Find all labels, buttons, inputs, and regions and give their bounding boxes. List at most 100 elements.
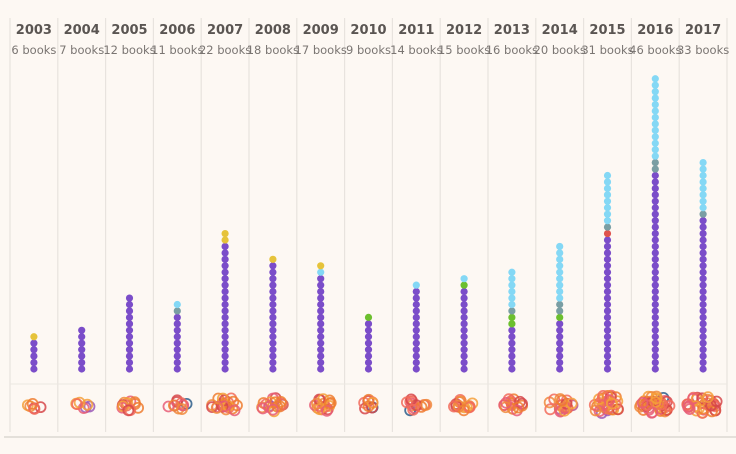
year-label: 2015: [589, 23, 625, 38]
book-ring: [216, 392, 229, 405]
book-dot-purple: [269, 288, 277, 296]
book-dot-purple: [603, 333, 612, 341]
book-ring: [654, 405, 667, 417]
book-dot-purple: [699, 320, 707, 328]
book-dot-purple: [412, 320, 420, 328]
book-count-label: 18 books: [247, 43, 299, 57]
book-dot-lightblue: [508, 288, 516, 296]
book-dot-purple: [556, 358, 564, 367]
book-ring: [400, 396, 413, 409]
book-dot-purple: [699, 255, 707, 263]
book-count-label: 6 books: [11, 43, 56, 57]
book-ring: [176, 403, 188, 416]
book-dot-purple: [364, 320, 373, 328]
book-dot-purple: [317, 275, 325, 283]
book-dot-purple: [173, 320, 181, 328]
book-dot-purple: [603, 275, 612, 283]
book-dot-purple: [317, 365, 325, 373]
year-label: 2013: [494, 23, 530, 38]
book-dot-purple: [460, 358, 468, 367]
book-count-label: 31 books: [581, 43, 633, 57]
book-dot-lightblue: [651, 120, 659, 128]
book-ring: [650, 392, 663, 405]
book-dot-purple: [221, 320, 229, 328]
book-dot-purple: [412, 365, 420, 373]
book-ring: [696, 392, 709, 405]
book-dot-lightblue: [317, 268, 325, 276]
book-dot-lightblue: [603, 171, 612, 180]
book-dot-purple: [651, 184, 659, 192]
book-dot-purple: [651, 275, 659, 283]
book-dot-purple: [603, 326, 612, 334]
book-dot-purple: [269, 326, 277, 334]
book-dot-purple: [556, 320, 564, 328]
book-dot-purple: [460, 307, 468, 315]
year-label: 2017: [685, 23, 721, 38]
book-dot-green: [460, 281, 468, 289]
book-dot-purple: [221, 358, 229, 367]
book-dot-purple: [125, 352, 134, 360]
book-dot-purple: [460, 333, 468, 341]
book-dot-gray: [173, 307, 181, 315]
book-dot-purple: [603, 236, 612, 244]
book-dot-purple: [78, 326, 86, 334]
book-dot-purple: [412, 288, 420, 296]
book-dot-purple: [699, 242, 707, 251]
book-dot-purple: [173, 313, 181, 321]
book-dot-lightblue: [508, 294, 516, 302]
book-dot-purple: [317, 333, 325, 341]
book-dot-lightblue: [556, 249, 564, 257]
book-ring: [652, 398, 664, 411]
book-dot-purple: [556, 333, 564, 341]
book-dot-purple: [221, 333, 229, 341]
book-dot-purple: [603, 307, 612, 315]
book-dot-lightblue: [556, 275, 564, 283]
book-dot-green: [364, 313, 373, 321]
book-dot-purple: [699, 217, 707, 225]
book-dot-purple: [651, 300, 659, 309]
year-label: 2014: [542, 23, 578, 38]
book-dot-lightblue: [699, 171, 707, 180]
book-dot-purple: [221, 255, 229, 263]
book-dot-purple: [221, 294, 229, 302]
book-dot-green: [556, 313, 564, 321]
book-dot-purple: [699, 300, 707, 309]
book-dot-purple: [317, 281, 325, 289]
book-dot-yellow: [221, 229, 229, 238]
book-dot-purple: [317, 307, 325, 315]
book-dot-lightblue: [651, 152, 659, 160]
book-ring: [162, 400, 175, 413]
book-ring: [512, 401, 525, 414]
book-dot-purple: [173, 346, 181, 354]
book-dot-purple: [699, 333, 707, 341]
book-dot-purple: [269, 346, 277, 354]
book-ring: [362, 400, 375, 413]
book-dot-purple: [651, 352, 659, 360]
book-dot-purple: [30, 339, 38, 347]
book-ring: [554, 393, 567, 405]
book-dot-lightblue: [603, 178, 612, 186]
book-dot-purple: [269, 365, 277, 373]
book-dot-purple: [556, 365, 564, 373]
book-dot-lightblue: [556, 242, 564, 251]
book-dot-purple: [173, 326, 181, 334]
book-count-label: 17 books: [295, 43, 347, 57]
book-ring: [589, 404, 602, 417]
book-dot-lightblue: [412, 281, 420, 289]
book-dot-purple: [651, 249, 659, 257]
book-count-label: 46 books: [629, 43, 681, 57]
book-dot-purple: [651, 358, 659, 367]
book-ring: [228, 404, 241, 417]
book-dot-lightblue: [699, 191, 707, 199]
book-ring: [407, 403, 420, 416]
book-dot-purple: [699, 339, 707, 347]
book-dot-purple: [221, 339, 229, 347]
book-dot-purple: [651, 197, 659, 205]
book-ring: [706, 405, 718, 418]
book-dot-purple: [460, 346, 468, 354]
book-dot-yellow: [269, 255, 277, 263]
book-dot-lightblue: [556, 281, 564, 289]
book-dot-lightblue: [651, 100, 659, 109]
book-dot-purple: [221, 275, 229, 283]
book-dot-purple: [651, 339, 659, 347]
